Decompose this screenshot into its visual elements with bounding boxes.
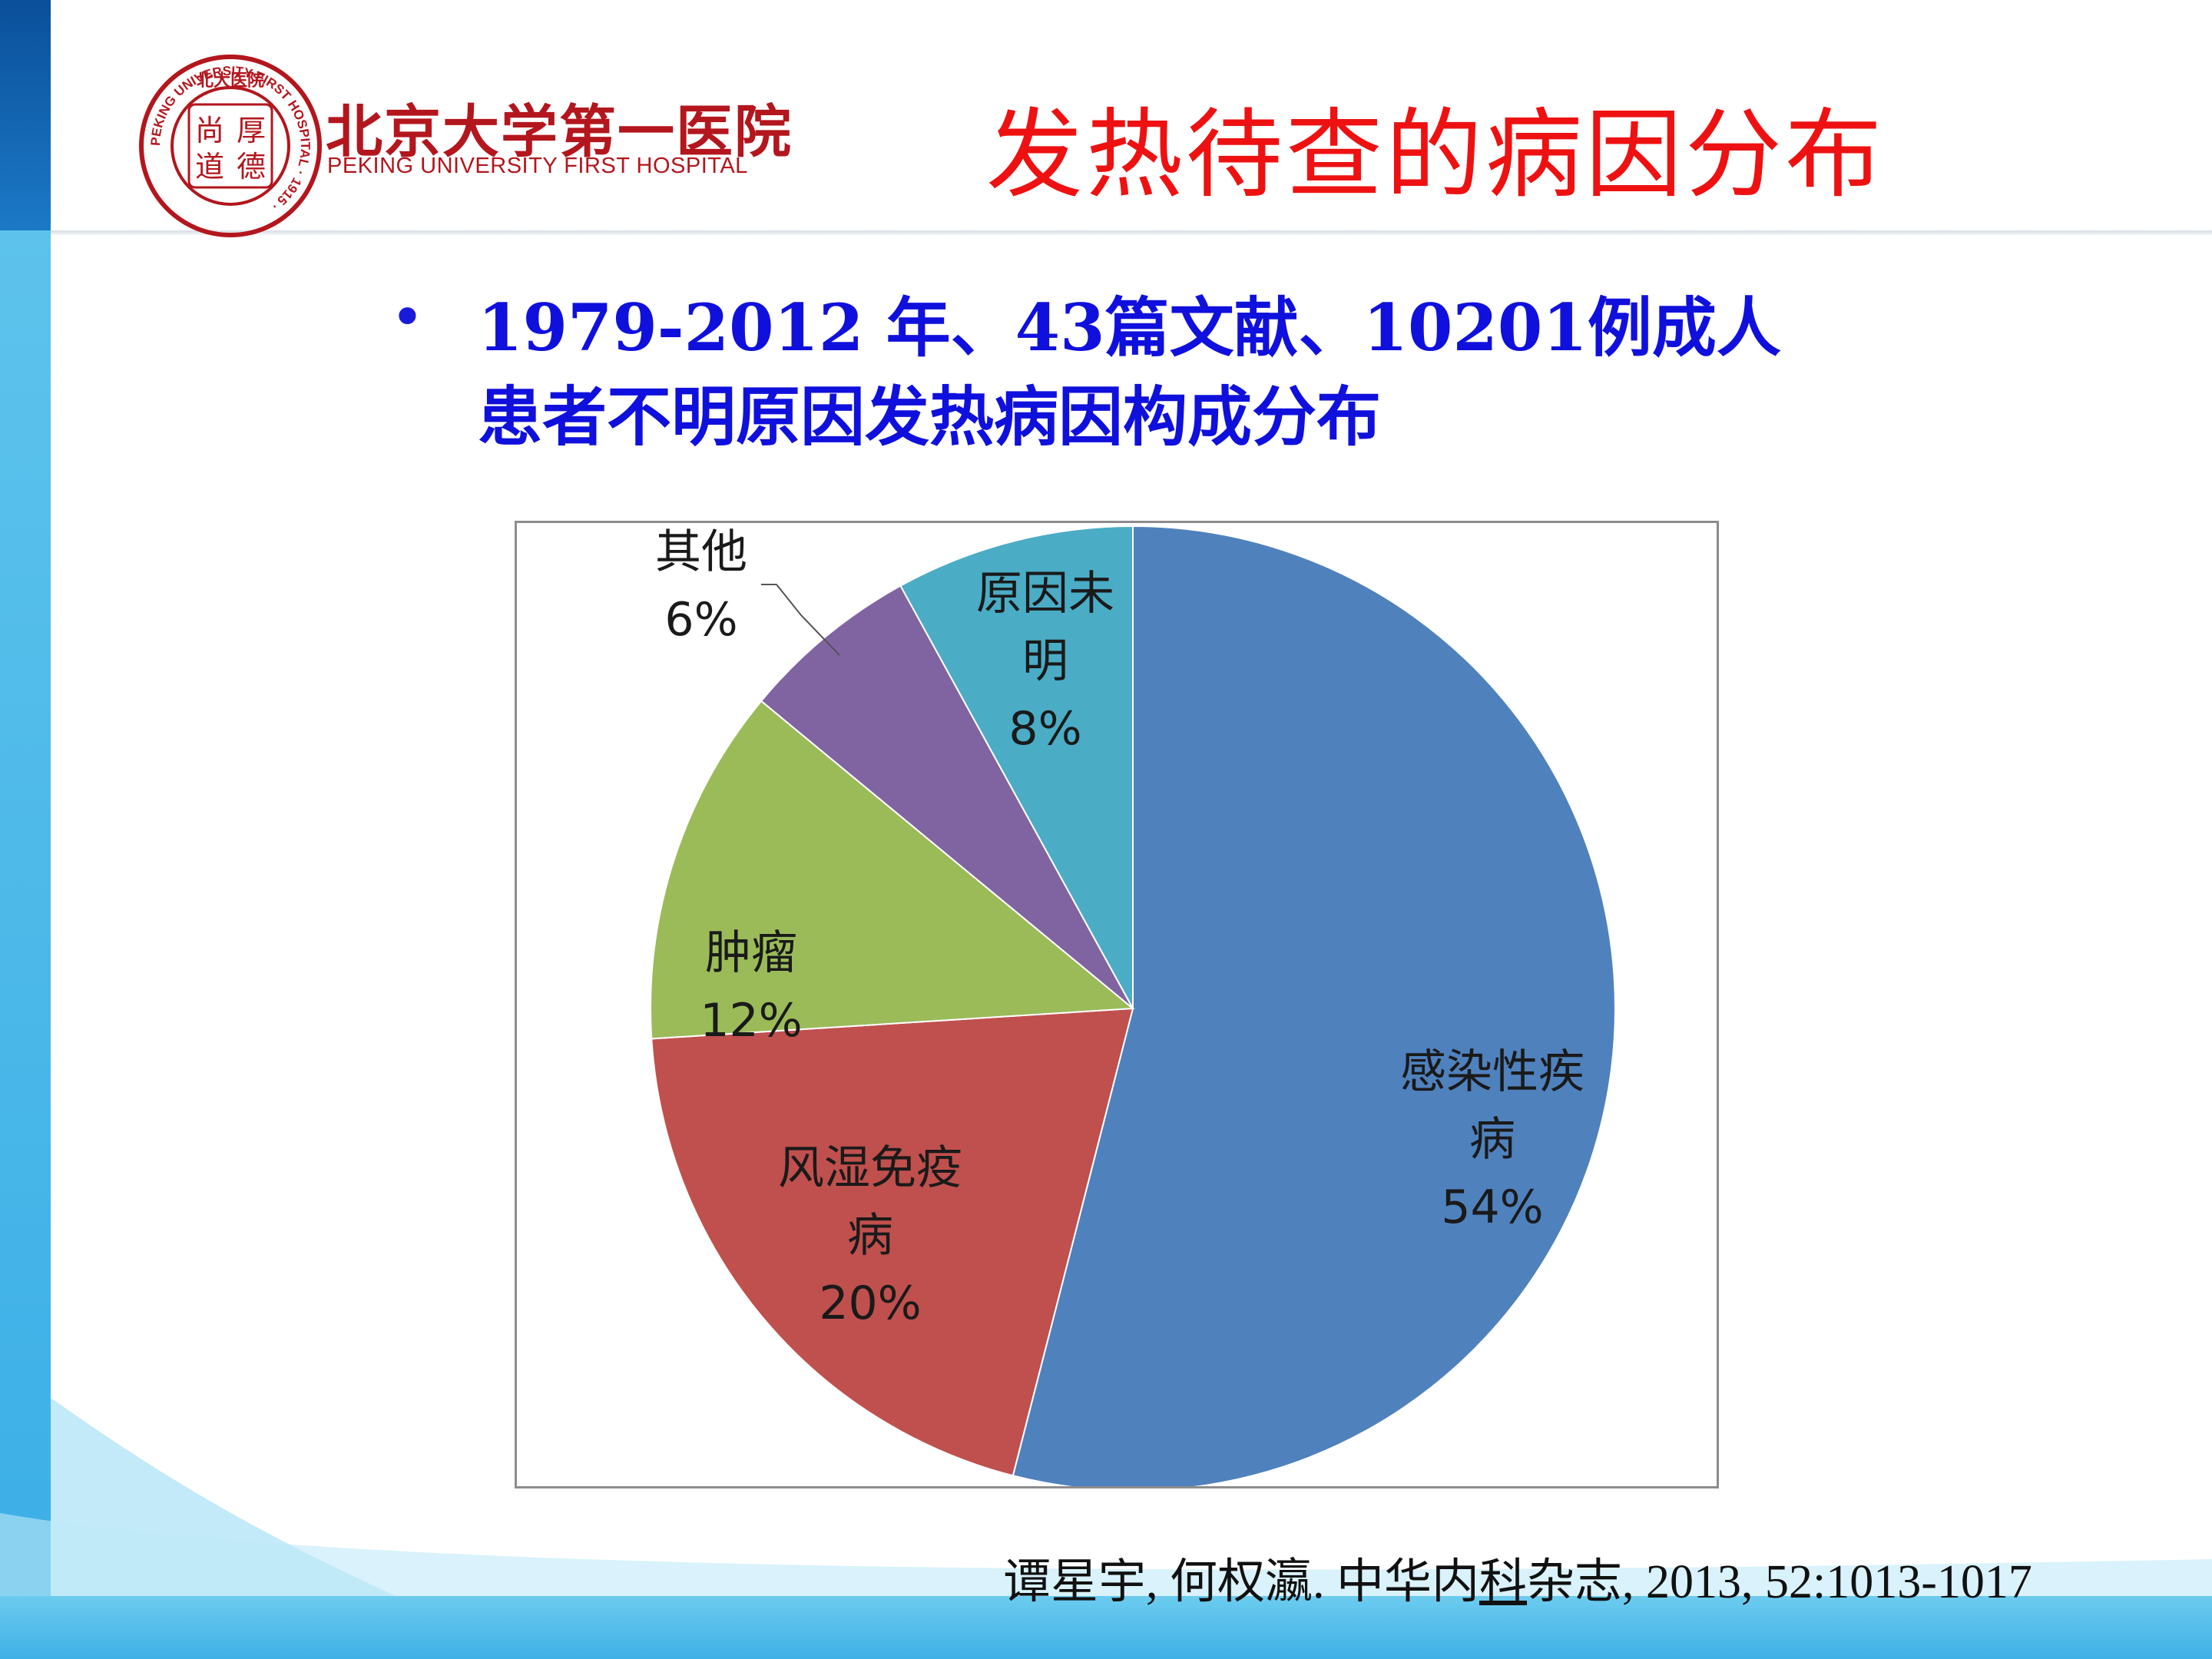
seal-char-2: 厚 (237, 114, 266, 147)
seal-char-3: 道 (195, 150, 224, 184)
pie-slice (760, 584, 1134, 1009)
slice-percent-label: 12% (700, 994, 802, 1048)
bottom-band (0, 1596, 2212, 1659)
leader-line (761, 584, 840, 656)
pie-slice (899, 525, 1134, 1009)
hospital-seal-logo: PEKING UNIVERSITY FIRST HOSPITAL · 1915 … (139, 55, 322, 237)
hospital-name-en: PEKING UNIVERSITY FIRST HOSPITAL (327, 154, 748, 178)
slice-category-label: 肿瘤 (705, 926, 797, 980)
slide-title: 发热待查的病因分布 (986, 98, 1885, 211)
slice-category-label: 风湿免疫 (778, 1141, 962, 1195)
citation: 谭星宇, 何权瀛. 中华内科杂志, 2013, 52:1013-1017 (1003, 1542, 2032, 1611)
slice-percent-label: 8% (1008, 702, 1081, 756)
hospital-name-cn: 北京大学第一医院 (326, 99, 793, 165)
citation-part-2: 杂志, 2013, 52:1013-1017 (1527, 1556, 2032, 1608)
seal-char-1: 尚 (195, 114, 224, 147)
header-divider (51, 230, 2212, 235)
side-bar-lower (0, 230, 51, 1659)
slice-category-label: 明 (1022, 634, 1068, 688)
slice-percent-label: 20% (819, 1277, 921, 1330)
slice-percent-label: 6% (664, 593, 737, 647)
side-bar-accent (0, 0, 51, 230)
slice-category-label: 原因未 (976, 567, 1114, 621)
bottom-wave-decoration (0, 1398, 2212, 1598)
slice-category-label: 病 (847, 1209, 893, 1263)
bullet-text-line-1: 1979-2012 年、43篇文献、10201例成人 (478, 290, 1781, 366)
slice-category-label: 感染性疾 (1400, 1045, 1584, 1099)
pie-slice (1012, 525, 1616, 1486)
pie-slice (651, 1007, 1134, 1477)
pie-chart-frame: 感染性疾病 54% 风湿免疫病 20% 肿瘤 12% 其他 6% 原因未明 8% (515, 521, 1719, 1488)
pie-slice (650, 700, 1135, 1040)
citation-underlined: 科 (1479, 1556, 1528, 1608)
bullet-marker: • (390, 283, 425, 351)
slice-category-label: 其他 (655, 525, 747, 579)
seal-top-text: 北大医院 (197, 71, 264, 91)
bullet-text-line-2: 患者不明原因发热病因构成分布 (478, 379, 1382, 455)
slice-percent-label: 54% (1441, 1181, 1543, 1234)
slice-category-label: 病 (1469, 1113, 1515, 1167)
citation-part-1: 谭星宇, 何权瀛. 中华内 (1003, 1556, 1480, 1608)
seal-char-4: 德 (237, 150, 266, 184)
